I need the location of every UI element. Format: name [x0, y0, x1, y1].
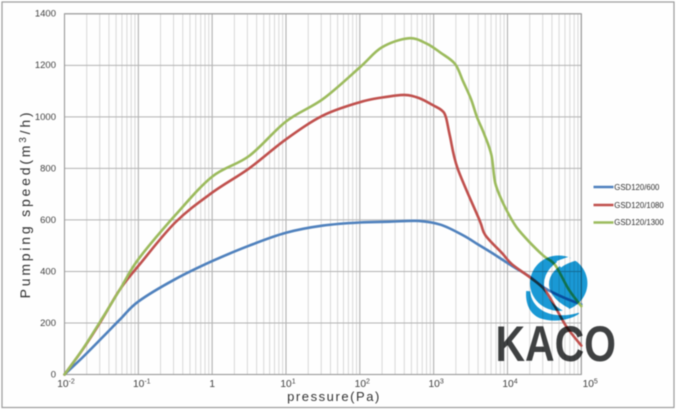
svg-text:10-1: 10-1	[133, 378, 151, 390]
svg-text:GSD120/600: GSD120/600	[614, 183, 660, 192]
svg-text:101: 101	[280, 378, 295, 390]
svg-text:KACO: KACO	[496, 316, 617, 372]
svg-text:GSD120/1300: GSD120/1300	[614, 218, 664, 227]
svg-text:800: 800	[40, 163, 56, 174]
svg-text:1200: 1200	[35, 60, 56, 71]
svg-text:pressure(Pa): pressure(Pa)	[287, 389, 381, 404]
svg-text:105: 105	[583, 378, 598, 390]
svg-text:Pumping speed(m3/h): Pumping speed(m3/h)	[17, 110, 33, 299]
svg-text:1: 1	[209, 379, 215, 390]
svg-text:103: 103	[428, 378, 443, 390]
svg-text:0: 0	[51, 369, 56, 380]
svg-text:104: 104	[502, 378, 517, 390]
svg-text:600: 600	[40, 215, 56, 226]
svg-text:1000: 1000	[35, 112, 56, 123]
svg-text:10-2: 10-2	[57, 378, 75, 390]
svg-text:1400: 1400	[35, 9, 56, 20]
svg-text:400: 400	[40, 266, 56, 277]
svg-text:200: 200	[40, 318, 56, 329]
svg-text:GSD120/1080: GSD120/1080	[614, 201, 664, 210]
svg-text:102: 102	[355, 378, 370, 390]
